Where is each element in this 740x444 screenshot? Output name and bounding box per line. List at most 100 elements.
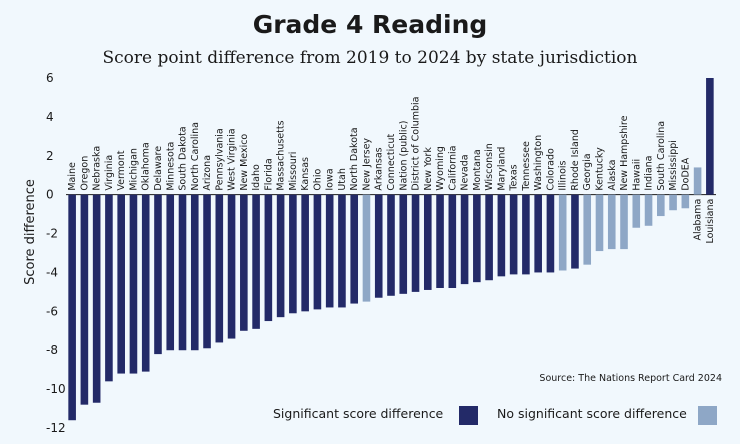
bar bbox=[558, 194, 567, 271]
bar bbox=[681, 194, 690, 209]
bar bbox=[141, 194, 150, 372]
category-label: Alabama bbox=[693, 199, 704, 241]
category-labels: Maine Oregon Nebraska Virginia Vermont Michig… bbox=[67, 96, 716, 243]
legend-label-significant: Significant score difference bbox=[273, 406, 444, 421]
bar bbox=[190, 194, 199, 351]
category-label: South Carolina bbox=[656, 121, 667, 191]
bar bbox=[620, 194, 628, 250]
y-tick-label: -10 bbox=[46, 382, 66, 396]
category-label: Louisiana bbox=[705, 199, 716, 244]
bar bbox=[534, 194, 542, 273]
bar bbox=[92, 194, 101, 403]
bar bbox=[105, 194, 113, 382]
bar bbox=[497, 194, 506, 277]
category-label: Massachusetts bbox=[276, 120, 287, 190]
bar bbox=[546, 194, 555, 273]
category-label: Virginia bbox=[104, 155, 115, 191]
bar bbox=[203, 194, 211, 349]
category-label: Nation (public) bbox=[398, 121, 409, 191]
y-axis-label: Score difference bbox=[23, 179, 38, 285]
bar bbox=[644, 194, 653, 226]
category-label: Tennessee bbox=[521, 141, 532, 192]
category-label: District of Columbia bbox=[411, 96, 422, 190]
bar bbox=[436, 194, 444, 288]
bar bbox=[595, 194, 604, 252]
bar bbox=[289, 194, 297, 314]
source-note: Source: The Nations Report Card 2024 bbox=[539, 373, 722, 384]
bar bbox=[178, 194, 187, 351]
category-label: New Hampshire bbox=[619, 115, 630, 190]
bar bbox=[607, 194, 616, 250]
bar bbox=[80, 194, 89, 405]
category-label: New Jersey bbox=[361, 138, 372, 191]
category-label: Wisconsin bbox=[484, 143, 495, 190]
y-tick-label: -6 bbox=[46, 304, 58, 318]
bar bbox=[117, 194, 125, 374]
category-label: South Dakota bbox=[178, 126, 189, 190]
category-label: Nevada bbox=[460, 154, 471, 190]
chart-subtitle: Score point difference from 2019 to 2024… bbox=[102, 48, 638, 68]
category-label: Montana bbox=[472, 149, 483, 190]
bar bbox=[166, 194, 175, 351]
category-label: Colorado bbox=[545, 148, 556, 191]
bar bbox=[252, 194, 260, 329]
bar bbox=[632, 194, 641, 228]
y-tick-label: -2 bbox=[46, 227, 58, 241]
y-tick-label: -8 bbox=[46, 343, 58, 357]
category-label: Idaho bbox=[251, 164, 262, 191]
category-label: Pennsylvania bbox=[214, 128, 225, 190]
category-label: Utah bbox=[337, 168, 348, 191]
category-label: Oklahoma bbox=[141, 142, 152, 190]
bar bbox=[387, 194, 395, 296]
bar bbox=[68, 194, 76, 421]
category-label: Arkansas bbox=[374, 147, 385, 190]
y-tick-label: 4 bbox=[46, 110, 54, 124]
bars bbox=[68, 78, 714, 421]
category-label: New Mexico bbox=[239, 134, 250, 191]
category-label: Iowa bbox=[325, 168, 336, 190]
y-tick-label: 2 bbox=[46, 149, 54, 163]
category-label: Illinois bbox=[558, 160, 569, 190]
category-label: Michigan bbox=[128, 148, 139, 191]
y-tick-label: 0 bbox=[46, 188, 54, 202]
bar bbox=[706, 78, 714, 195]
category-label: Rhode Island bbox=[570, 129, 581, 191]
legend-swatch-not-significant bbox=[698, 406, 717, 425]
bar bbox=[473, 194, 481, 283]
category-label: West Virginia bbox=[227, 128, 238, 190]
bar bbox=[325, 194, 334, 308]
bar bbox=[374, 194, 383, 298]
bar bbox=[338, 194, 346, 308]
category-label: New York bbox=[423, 147, 434, 191]
bar bbox=[460, 194, 469, 285]
category-label: Oregon bbox=[79, 156, 90, 191]
bar bbox=[485, 194, 493, 281]
category-label: Indiana bbox=[644, 155, 655, 190]
y-tick-label: 6 bbox=[46, 71, 54, 85]
bar bbox=[276, 194, 285, 318]
bar bbox=[571, 194, 579, 269]
bar bbox=[657, 194, 665, 217]
category-label: Wyoming bbox=[435, 146, 446, 191]
category-label: California bbox=[447, 146, 458, 191]
bar bbox=[301, 194, 309, 312]
category-label: Alaska bbox=[607, 160, 618, 191]
bar bbox=[215, 194, 224, 343]
category-label: Delaware bbox=[153, 146, 164, 191]
category-label: Minnesota bbox=[165, 142, 176, 191]
category-label: Missouri bbox=[288, 152, 299, 191]
legend-swatch-significant bbox=[459, 406, 478, 425]
bar bbox=[693, 167, 702, 195]
bar bbox=[583, 194, 592, 265]
category-label: Florida bbox=[263, 158, 274, 190]
bar bbox=[129, 194, 138, 374]
bar bbox=[509, 194, 518, 275]
category-label: Texas bbox=[509, 164, 520, 191]
category-label: Maine bbox=[67, 162, 78, 191]
bar bbox=[399, 194, 408, 294]
bar bbox=[264, 194, 273, 322]
bar bbox=[350, 194, 359, 304]
category-label: Kentucky bbox=[594, 147, 605, 191]
category-label: Connecticut bbox=[386, 134, 397, 191]
